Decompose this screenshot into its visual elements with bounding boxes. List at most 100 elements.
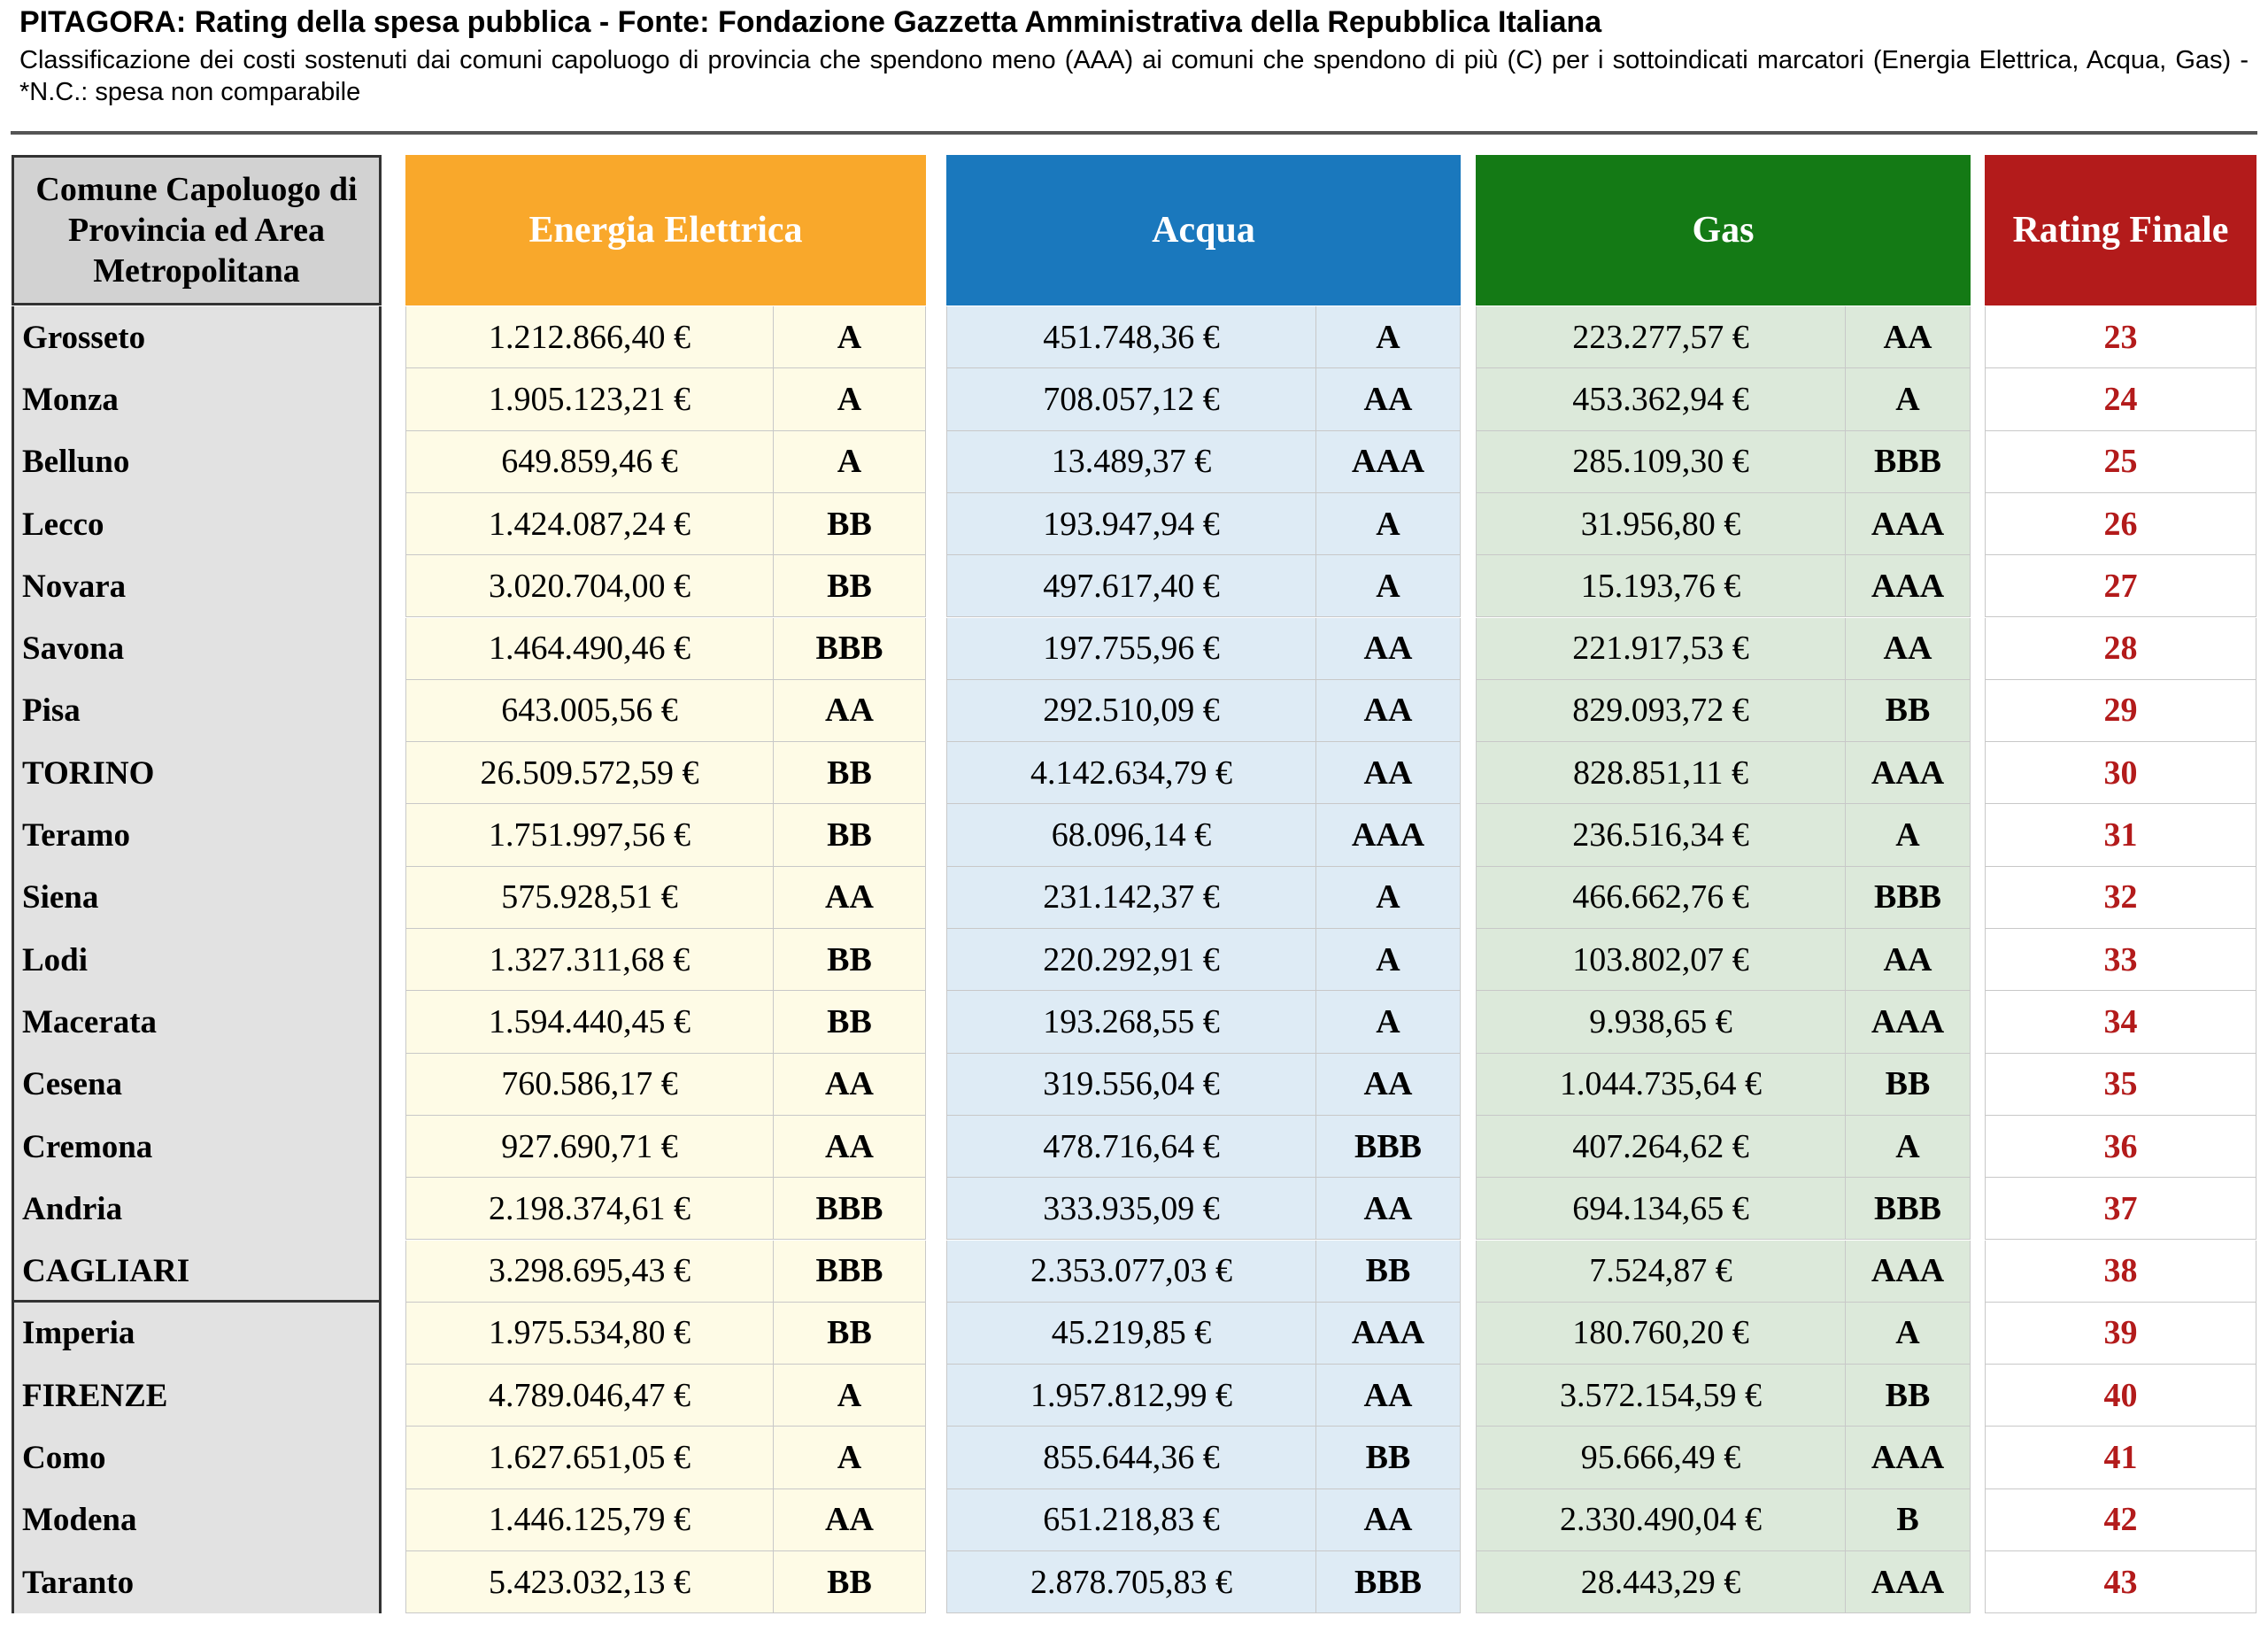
city-name: Macerata	[22, 1003, 158, 1040]
rating-cell: BB	[774, 555, 926, 618]
rating-cell: A	[1316, 306, 1461, 369]
rating-cell: BBB	[774, 617, 926, 680]
final-rating: 28	[1985, 617, 2256, 680]
rating-cell: BB	[1316, 1427, 1461, 1489]
amount-cell: 3.572.154,59 €	[1476, 1365, 1846, 1427]
rating-cell: BBB	[774, 1240, 926, 1303]
rating-cell: AAA	[1846, 742, 1971, 805]
city-name: Cremona	[22, 1128, 153, 1165]
amount-cell: 407.264,62 €	[1476, 1115, 1846, 1179]
amount-cell: 193.947,94 €	[946, 492, 1316, 556]
rating-cell: AAA	[1846, 991, 1971, 1054]
city-name: Teramo	[22, 817, 130, 854]
city-name: FIRENZE	[22, 1377, 168, 1414]
rating-cell: AAA	[1846, 1551, 1971, 1614]
city-name: Cesena	[22, 1066, 123, 1103]
city-name: Como	[22, 1440, 106, 1477]
amount-cell: 26.509.572,59 €	[405, 742, 774, 805]
header-cell: Comune Capoluogo di Provincia ed Area Me…	[12, 155, 382, 305]
city-name: Siena	[22, 879, 99, 916]
rating-cell: AA	[1316, 742, 1461, 805]
amount-cell: 3.298.695,43 €	[405, 1240, 774, 1303]
amount-cell: 95.666,49 €	[1476, 1427, 1846, 1489]
amount-cell: 497.617,40 €	[946, 555, 1316, 618]
amount-cell: 829.093,72 €	[1476, 679, 1846, 743]
amount-cell: 708.057,12 €	[946, 368, 1316, 431]
rating-cell: BB	[1846, 1053, 1971, 1116]
rating-cell: AA	[1316, 1178, 1461, 1241]
final-rating: 42	[1985, 1488, 2256, 1551]
rating-cell: A	[774, 368, 926, 431]
amount-cell: 285.109,30 €	[1476, 430, 1846, 493]
amount-cell: 453.362,94 €	[1476, 368, 1846, 431]
amount-cell: 333.935,09 €	[946, 1178, 1316, 1241]
final-rating: 39	[1985, 1302, 2256, 1365]
amount-cell: 4.142.634,79 €	[946, 742, 1316, 805]
city-name: Modena	[22, 1502, 137, 1539]
rating-cell: AA	[1316, 617, 1461, 680]
amount-cell: 1.905.123,21 €	[405, 368, 774, 431]
rating-cell: AA	[1316, 1053, 1461, 1116]
rating-cell: BB	[774, 991, 926, 1054]
amount-cell: 1.594.440,45 €	[405, 991, 774, 1054]
rating-cell: A	[1316, 555, 1461, 618]
final-rating: 27	[1985, 555, 2256, 618]
header-cell: Energia Elettrica	[405, 155, 926, 305]
rating-cell: AA	[1316, 1365, 1461, 1427]
amount-cell: 1.751.997,56 €	[405, 804, 774, 867]
rating-cell: AA	[1316, 368, 1461, 431]
rating-cell: A	[1846, 368, 1971, 431]
amount-cell: 236.516,34 €	[1476, 804, 1846, 867]
rating-cell: BB	[774, 804, 926, 867]
final-rating: 34	[1985, 991, 2256, 1054]
city-name: CAGLIARI	[22, 1253, 190, 1290]
amount-cell: 694.134,65 €	[1476, 1178, 1846, 1241]
city-box	[12, 1302, 382, 1614]
final-rating: 30	[1985, 742, 2256, 805]
rating-cell: AAA	[1846, 555, 1971, 618]
rating-cell: AA	[774, 1053, 926, 1116]
final-rating: 36	[1985, 1115, 2256, 1179]
city-name: TORINO	[22, 754, 155, 792]
amount-cell: 13.489,37 €	[946, 430, 1316, 493]
city-box	[12, 306, 382, 1303]
rating-cell: AA	[1846, 929, 1971, 992]
rating-cell: BB	[774, 1551, 926, 1614]
amount-cell: 643.005,56 €	[405, 679, 774, 743]
amount-cell: 478.716,64 €	[946, 1115, 1316, 1179]
amount-cell: 9.938,65 €	[1476, 991, 1846, 1054]
amount-cell: 855.644,36 €	[946, 1427, 1316, 1489]
amount-cell: 649.859,46 €	[405, 430, 774, 493]
final-rating: 43	[1985, 1551, 2256, 1614]
rating-cell: A	[1316, 492, 1461, 556]
rating-cell: BB	[774, 742, 926, 805]
amount-cell: 292.510,09 €	[946, 679, 1316, 743]
city-name: Pisa	[22, 692, 81, 730]
amount-cell: 7.524,87 €	[1476, 1240, 1846, 1303]
city-name: Lodi	[22, 941, 89, 978]
rating-cell: A	[774, 430, 926, 493]
amount-cell: 68.096,14 €	[946, 804, 1316, 867]
amount-cell: 223.277,57 €	[1476, 306, 1846, 369]
final-rating: 31	[1985, 804, 2256, 867]
amount-cell: 828.851,11 €	[1476, 742, 1846, 805]
rating-cell: AA	[1846, 617, 1971, 680]
rating-cell: A	[1846, 1115, 1971, 1179]
rating-cell: B	[1846, 1488, 1971, 1551]
amount-cell: 28.443,29 €	[1476, 1551, 1846, 1614]
rating-cell: A	[1846, 804, 1971, 867]
rating-cell: A	[1846, 1302, 1971, 1365]
city-name: Imperia	[22, 1315, 135, 1352]
city-name: Savona	[22, 630, 125, 668]
amount-cell: 180.760,20 €	[1476, 1302, 1846, 1365]
amount-cell: 1.044.735,64 €	[1476, 1053, 1846, 1116]
amount-cell: 45.219,85 €	[946, 1302, 1316, 1365]
amount-cell: 927.690,71 €	[405, 1115, 774, 1179]
amount-cell: 651.218,83 €	[946, 1488, 1316, 1551]
amount-cell: 31.956,80 €	[1476, 492, 1846, 556]
final-rating: 26	[1985, 492, 2256, 556]
amount-cell: 221.917,53 €	[1476, 617, 1846, 680]
amount-cell: 193.268,55 €	[946, 991, 1316, 1054]
final-rating: 25	[1985, 430, 2256, 493]
